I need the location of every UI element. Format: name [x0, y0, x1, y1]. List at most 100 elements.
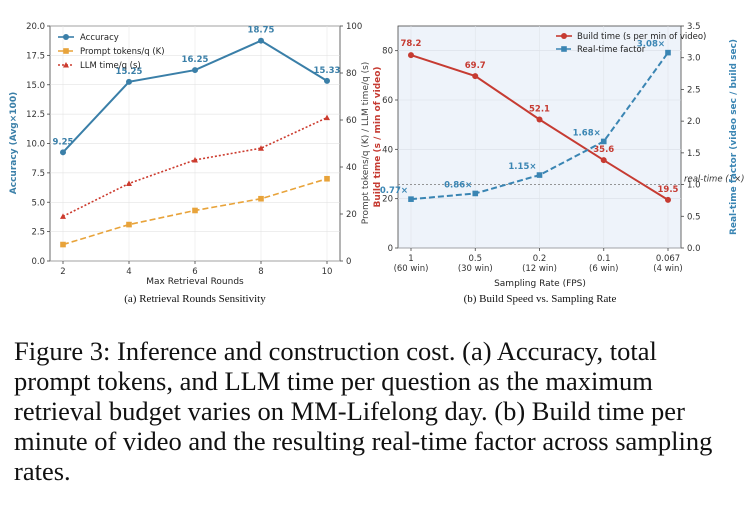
- x-tick-label: 0.5: [468, 254, 482, 264]
- data-point: [472, 73, 479, 80]
- y-tick-label-left: 20: [382, 195, 393, 205]
- chart-b-ylabel-left: Build time (s / min of video): [373, 66, 383, 207]
- x-tick-label: 6: [192, 267, 197, 277]
- y-tick-label-right: 80: [346, 69, 357, 79]
- data-label: 19.5: [658, 185, 679, 195]
- data-point: [126, 180, 132, 186]
- x-tick-label: 10: [322, 267, 333, 277]
- data-point: [536, 116, 543, 123]
- data-point: [472, 190, 479, 197]
- data-label: 9.25: [53, 137, 74, 147]
- y-tick-label-left: 7.5: [31, 169, 45, 179]
- data-label: 18.75: [248, 26, 275, 36]
- y-tick-label-left: 0.0: [31, 257, 45, 267]
- y-tick-label-right: 100: [346, 22, 362, 32]
- data-point: [192, 67, 198, 74]
- data-label: 1.15×: [508, 162, 536, 172]
- series-line-2: [62, 116, 328, 218]
- data-label: 1.68×: [573, 128, 601, 138]
- x-tick-label: 2: [60, 267, 65, 277]
- y-tick-label-left: 40: [382, 145, 393, 155]
- legend-swatch-marker: [561, 33, 567, 39]
- data-label: 52.1: [529, 104, 550, 114]
- data-point: [258, 37, 264, 44]
- x-tick-label: 0.067: [656, 254, 680, 264]
- x-subtick-label: (6 win): [589, 264, 618, 274]
- data-label: 69.7: [465, 61, 486, 71]
- y-tick-label-left: 10.0: [26, 140, 45, 150]
- data-point: [324, 175, 330, 182]
- data-point: [60, 241, 66, 248]
- legend-label: Build time (s per min of video): [577, 32, 706, 42]
- data-point: [408, 52, 414, 59]
- figure-canvas: 0.02.55.07.510.012.515.017.520.0 0204060…: [9, 22, 744, 305]
- x-subtick-label: (60 win): [394, 264, 429, 274]
- y-tick-label-right: 0.0: [687, 244, 701, 254]
- x-subtick-label: (12 win): [522, 264, 557, 274]
- legend-swatch-marker: [561, 46, 567, 52]
- data-point: [408, 196, 414, 202]
- data-point: [60, 149, 66, 156]
- legend-swatch-marker: [63, 62, 69, 68]
- y-tick-label-right: 60: [346, 116, 357, 126]
- x-tick-label: 0.2: [533, 254, 547, 264]
- y-tick-label-left: 80: [382, 47, 393, 57]
- chart-b-subtitle: (b) Build Speed vs. Sampling Rate: [464, 293, 617, 305]
- y-tick-label-right: 40: [346, 163, 357, 173]
- chart-build-speed: 0 20 40 60 80 0.0 0.5 1.0 1.5 2.0 2.5 3.0 3.5 1(60 …: [373, 22, 744, 305]
- data-point: [324, 77, 330, 84]
- data-label: 15.25: [116, 67, 143, 77]
- legend-label: Prompt tokens/q (K): [80, 47, 165, 57]
- y-tick-label-right: 1.5: [687, 149, 701, 159]
- x-tick-label: 4: [126, 267, 131, 277]
- chart-a-legend: Accuracy Prompt tokens/q (K) LLM time/q (s…: [58, 33, 165, 71]
- data-point: [258, 195, 264, 202]
- y-tick-label-right: 0.5: [687, 212, 701, 222]
- legend-label: Real-time factor: [577, 45, 646, 55]
- chart-b-xlabel: Sampling Rate (FPS): [494, 279, 586, 289]
- x-subtick-label: (30 win): [458, 264, 493, 274]
- y-tick-label-left: 12.5: [26, 110, 45, 120]
- data-point: [258, 145, 264, 151]
- legend-label: Accuracy: [80, 33, 119, 43]
- data-point: [665, 49, 671, 56]
- y-tick-label-left: 15.0: [26, 81, 45, 91]
- data-label: 16.25: [182, 55, 209, 65]
- chart-a-subtitle: (a) Retrieval Rounds Sensitivity: [124, 293, 266, 305]
- data-label: 35.6: [593, 145, 614, 155]
- legend-swatch-marker: [63, 48, 69, 54]
- chart-a-ylabel-left: Accuracy (Avg×100): [9, 92, 19, 194]
- y-tick-label-left: 17.5: [26, 51, 45, 61]
- y-tick-label-right: 20: [346, 210, 357, 220]
- y-tick-label-right: 1.0: [687, 181, 701, 191]
- data-point: [60, 213, 66, 219]
- chart-b-ylabel-right: Real-time factor (video sec / build sec): [729, 39, 739, 235]
- legend-label: LLM time/q (s): [80, 61, 141, 71]
- y-tick-label-right: 0: [346, 257, 351, 267]
- figure-caption: Figure 3: Inference and construction cos…: [14, 336, 713, 486]
- data-label: 3.08×: [637, 40, 665, 50]
- data-point: [536, 172, 543, 178]
- chart-b-legend: Build time (s per min of video) Real-time…: [556, 32, 706, 55]
- y-tick-label-left: 60: [382, 96, 393, 106]
- data-point: [126, 78, 132, 85]
- x-tick-label: 0.1: [597, 254, 611, 264]
- y-tick-label-right: 3.5: [687, 22, 701, 32]
- data-point: [126, 221, 132, 228]
- data-label: 15.33: [314, 66, 341, 76]
- y-tick-label-left: 20.0: [26, 22, 45, 32]
- y-tick-label-left: 2.5: [31, 228, 45, 238]
- x-tick-label: 8: [258, 267, 263, 277]
- y-tick-label-right: 2.5: [687, 85, 701, 95]
- reference-label: real-time (1×): [684, 175, 744, 185]
- legend-swatch-marker: [63, 34, 69, 40]
- y-tick-label-right: 3.0: [687, 54, 701, 64]
- y-tick-label-right: 2.0: [687, 117, 701, 127]
- data-point: [600, 157, 607, 164]
- data-label: 0.86×: [444, 180, 472, 190]
- x-subtick-label: (4 win): [653, 264, 682, 274]
- data-label: 78.2: [401, 39, 422, 49]
- data-point: [192, 207, 198, 214]
- x-tick-label: 1: [408, 254, 413, 264]
- y-tick-label-left: 5.0: [31, 198, 45, 208]
